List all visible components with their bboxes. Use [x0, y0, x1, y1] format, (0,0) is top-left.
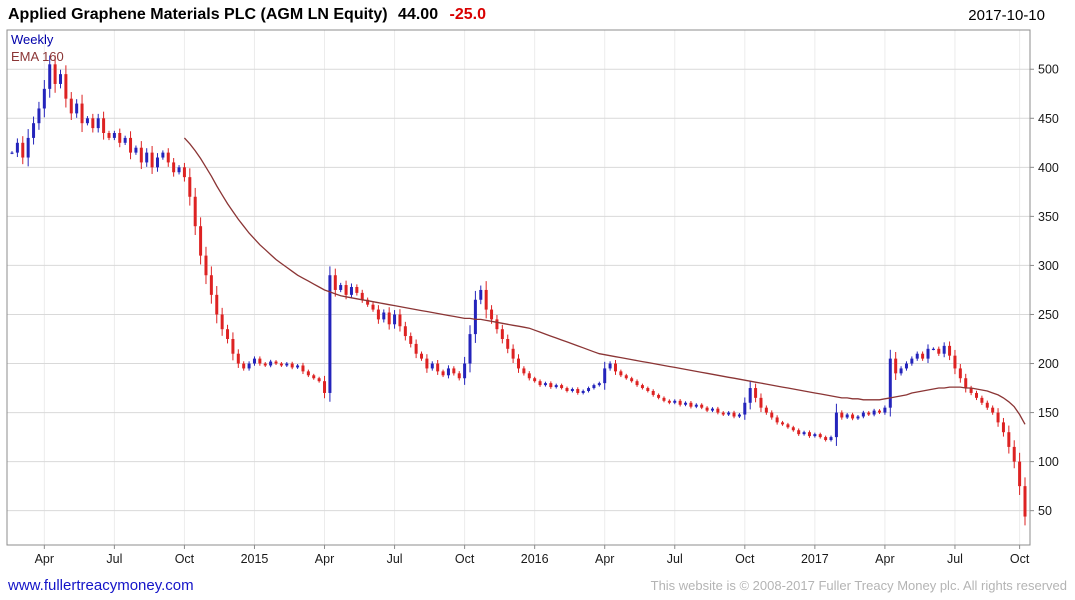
svg-text:Apr: Apr	[595, 552, 614, 566]
title-group: Applied Graphene Materials PLC (AGM LN E…	[8, 6, 486, 24]
svg-text:Apr: Apr	[315, 552, 334, 566]
price-change: -25.0	[449, 6, 487, 23]
svg-text:Oct: Oct	[455, 552, 475, 566]
svg-text:Jul: Jul	[106, 552, 122, 566]
svg-text:Oct: Oct	[735, 552, 755, 566]
svg-text:300: 300	[1038, 259, 1059, 273]
svg-text:450: 450	[1038, 112, 1059, 126]
chart-header: Applied Graphene Materials PLC (AGM LN E…	[0, 0, 1075, 28]
svg-text:350: 350	[1038, 210, 1059, 224]
candlestick-chart: Apr Jul Oct 2015 Apr Jul Oct 2016 Apr Jul Oct 2017 A…	[6, 29, 1059, 566]
svg-text:400: 400	[1038, 161, 1059, 175]
svg-text:Jul: Jul	[667, 552, 683, 566]
site-link[interactable]: www.fullertreacymoney.com	[8, 576, 194, 594]
svg-text:250: 250	[1038, 308, 1059, 322]
svg-text:500: 500	[1038, 63, 1059, 77]
svg-text:200: 200	[1038, 357, 1059, 371]
svg-text:2017: 2017	[801, 552, 829, 566]
timeframe-label: Weekly	[11, 32, 54, 47]
last-price: 44.00	[398, 6, 439, 23]
svg-text:Oct: Oct	[175, 552, 195, 566]
svg-text:100: 100	[1038, 455, 1059, 469]
ema-legend-label: EMA 160	[11, 49, 64, 64]
svg-text:Apr: Apr	[875, 552, 894, 566]
svg-text:Jul: Jul	[387, 552, 403, 566]
svg-text:Apr: Apr	[35, 552, 54, 566]
copyright-text: This website is © 2008-2017 Fuller Treac…	[650, 577, 1067, 593]
svg-text:Oct: Oct	[1010, 552, 1030, 566]
svg-text:150: 150	[1038, 406, 1059, 420]
instrument-title: Applied Graphene Materials PLC (AGM LN E…	[8, 6, 388, 23]
svg-text:2016: 2016	[521, 552, 549, 566]
svg-text:Jul: Jul	[947, 552, 963, 566]
svg-text:50: 50	[1038, 504, 1052, 518]
chart-footer: www.fullertreacymoney.com This website i…	[0, 574, 1075, 600]
svg-text:2015: 2015	[241, 552, 269, 566]
chart-date: 2017-10-10	[968, 6, 1045, 24]
